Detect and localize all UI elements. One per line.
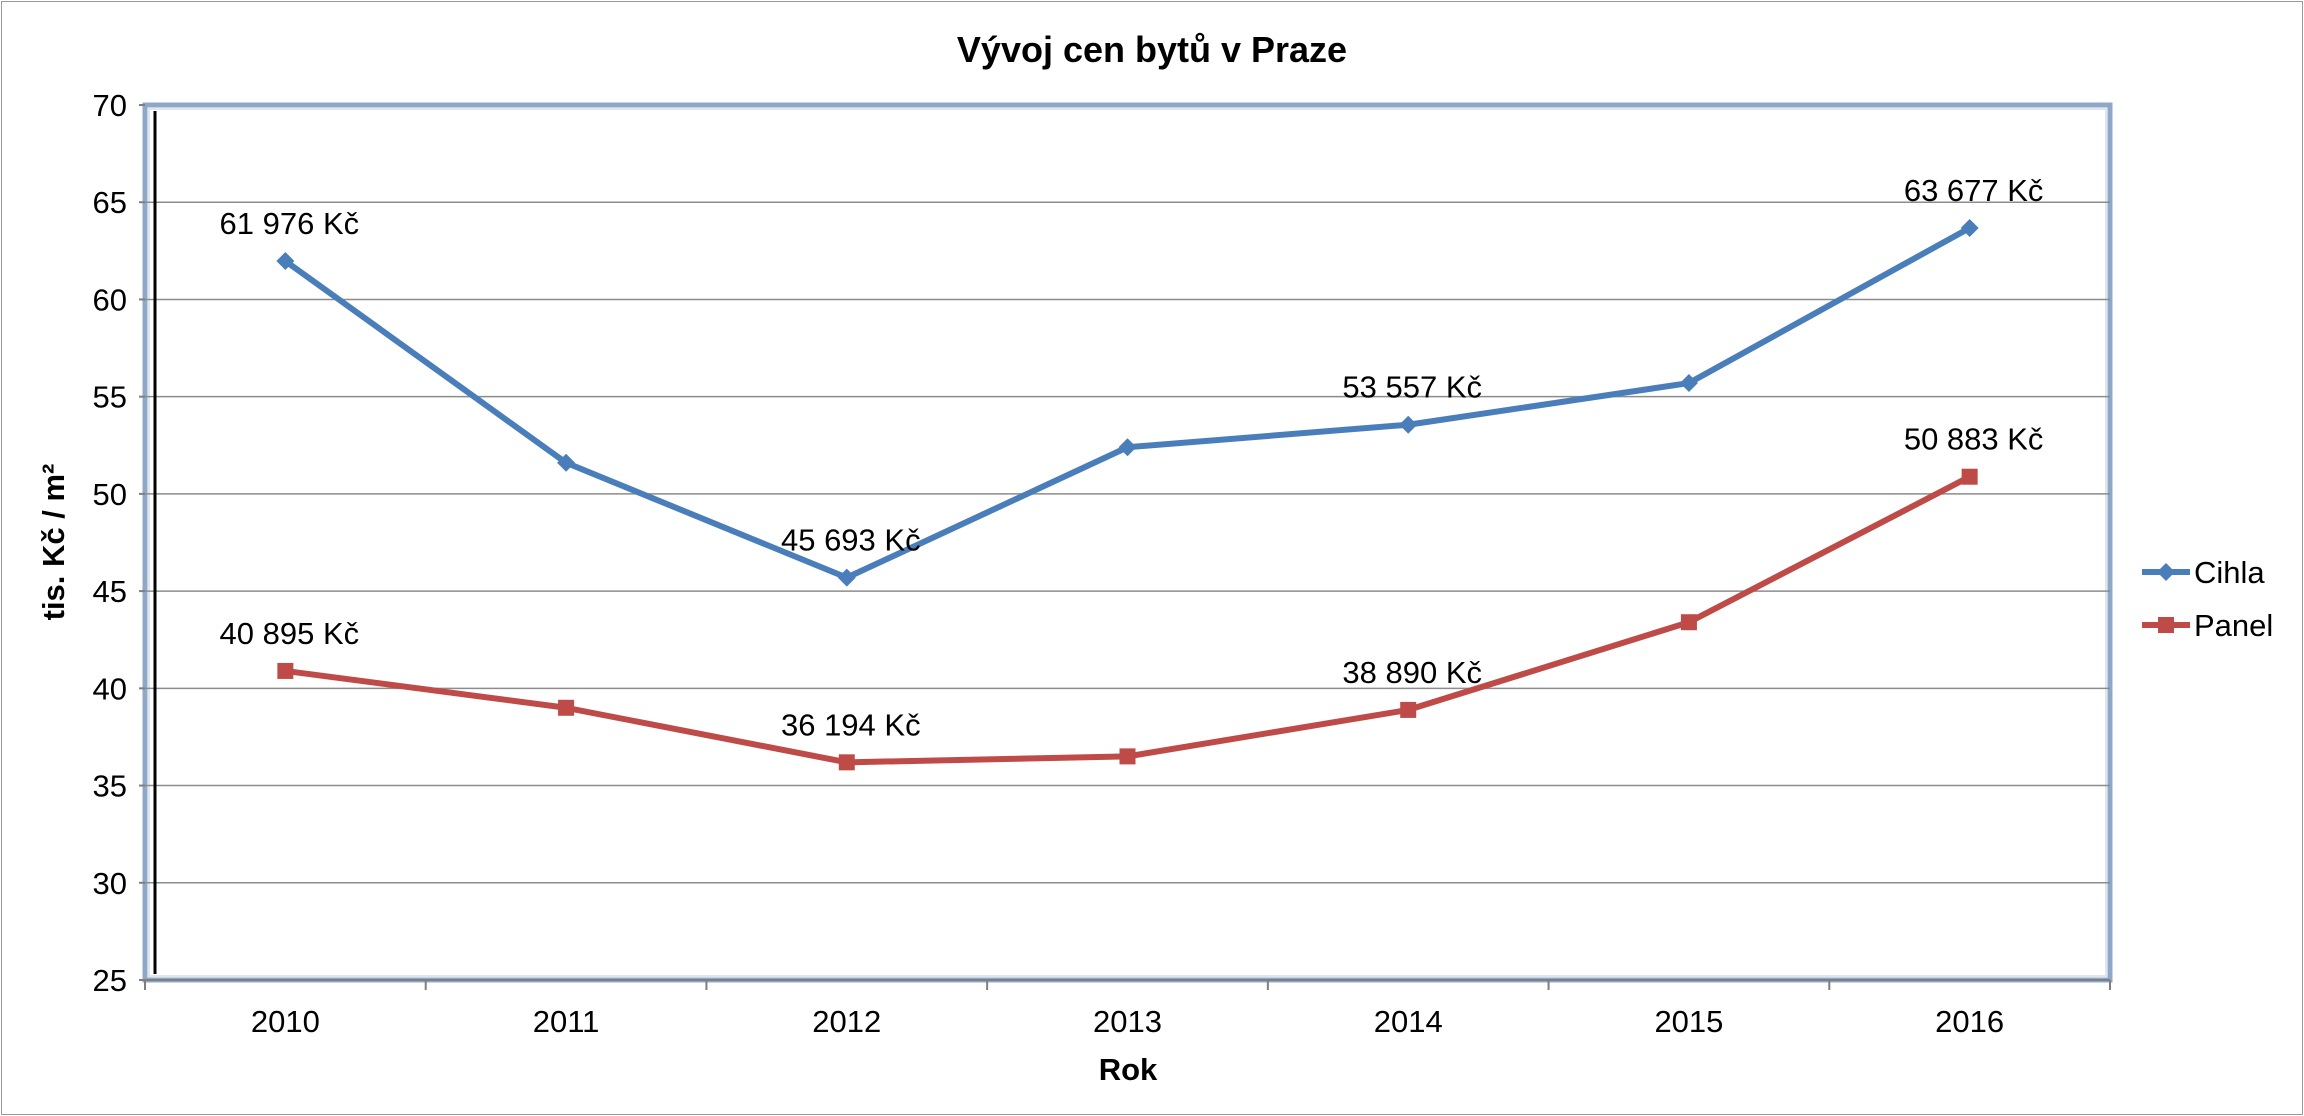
x-tick-label: 2015 xyxy=(1654,1004,1723,1039)
y-tick-label: 70 xyxy=(93,88,127,123)
data-point-panel xyxy=(1400,701,1417,718)
data-label-cihla: 63 677 Kč xyxy=(1904,173,2044,208)
data-point-panel xyxy=(1961,468,1978,485)
y-tick-label: 30 xyxy=(93,866,127,901)
x-tick-label: 2013 xyxy=(1093,1004,1162,1039)
data-point-cihla xyxy=(837,568,856,587)
data-label-cihla: 45 693 Kč xyxy=(781,523,921,558)
legend-marker-cihla xyxy=(2157,563,2175,581)
x-tick-label: 2010 xyxy=(251,1004,320,1039)
y-axis-label: tis. Kč / m² xyxy=(36,464,71,621)
data-label-panel: 40 895 Kč xyxy=(220,616,360,651)
legend: Cihla Panel xyxy=(2142,555,2273,643)
data-label-cihla: 53 557 Kč xyxy=(1342,370,1482,405)
data-point-cihla xyxy=(276,252,295,271)
x-tick-label: 2012 xyxy=(812,1004,881,1039)
data-point-panel xyxy=(1680,614,1697,631)
data-point-cihla xyxy=(557,453,576,472)
x-tick-label: 2016 xyxy=(1935,1004,2004,1039)
legend-label-cihla: Cihla xyxy=(2194,555,2265,590)
legend-label-panel: Panel xyxy=(2194,608,2273,643)
data-point-cihla xyxy=(1679,374,1698,393)
plot-area: 25 30 35 40 45 50 55 60 65 70 2010 2011 2012 2013 2014… xyxy=(93,88,2113,1039)
y-tick-label: 60 xyxy=(93,282,127,317)
x-tick-label: 2014 xyxy=(1374,1004,1443,1039)
data-label-panel: 50 883 Kč xyxy=(1904,422,2044,457)
data-point-panel xyxy=(1119,748,1136,765)
x-tick-label: 2011 xyxy=(533,1004,600,1039)
y-tick-label: 45 xyxy=(93,574,127,609)
data-point-cihla xyxy=(1118,438,1137,457)
data-point-panel xyxy=(558,699,575,716)
plot-inner-border xyxy=(148,108,2107,977)
plot-background xyxy=(142,102,2113,983)
y-tick-label: 35 xyxy=(93,769,127,804)
y-tick-label: 55 xyxy=(93,380,127,415)
data-point-cihla xyxy=(1399,415,1418,434)
y-tick-label: 65 xyxy=(93,185,127,220)
data-label-panel: 36 194 Kč xyxy=(781,707,921,742)
chart-title: Vývoj cen bytů v Praze xyxy=(957,29,1347,70)
y-tick-label: 25 xyxy=(93,963,127,998)
data-label-cihla: 61 976 Kč xyxy=(220,206,360,241)
y-tick-label: 40 xyxy=(93,671,127,706)
legend-marker-panel xyxy=(2158,617,2174,633)
x-axis-label: Rok xyxy=(1099,1052,1158,1087)
y-tick-label: 50 xyxy=(93,477,127,512)
data-point-cihla xyxy=(1960,218,1979,237)
data-point-panel xyxy=(277,662,294,679)
data-point-panel xyxy=(838,754,855,771)
data-label-panel: 38 890 Kč xyxy=(1342,655,1482,690)
